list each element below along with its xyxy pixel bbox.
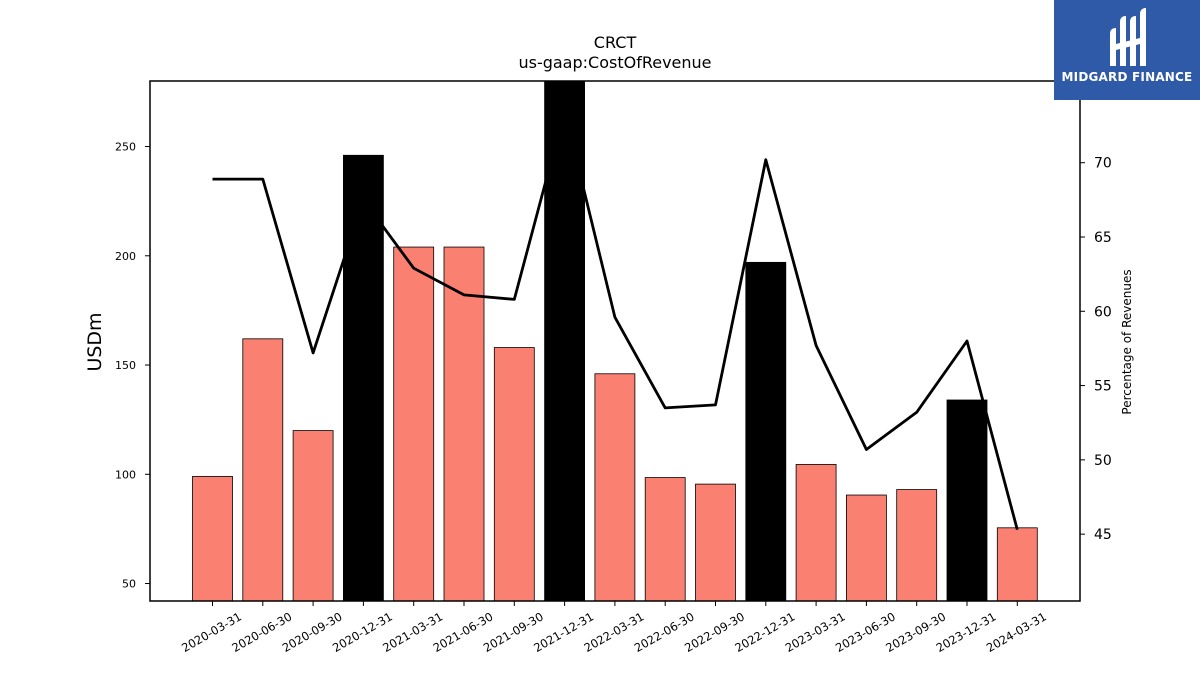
midgard-finance-logo: MIDGARD FINANCE [1054, 0, 1200, 100]
y2-axis-label: Percentage of Revenues [1120, 269, 1134, 414]
bar-2021-03-31 [393, 246, 435, 602]
logo-text: MIDGARD FINANCE [1061, 70, 1193, 84]
bar-2023-09-30 [896, 489, 938, 602]
bar-2020-03-31 [192, 476, 233, 602]
y-tick-label: 100 [115, 468, 136, 481]
y-tick-label: 200 [115, 250, 136, 263]
bar-2023-06-30 [846, 494, 887, 602]
y2-tick-label: 50 [1094, 453, 1112, 469]
y2-axis: 45 50 55 60 65 70 [1080, 156, 1112, 543]
y2-tick-label: 60 [1094, 304, 1112, 320]
y2-tick-label: 45 [1094, 527, 1112, 543]
bar-2021-09-30 [493, 347, 535, 602]
bar-2022-03-31 [594, 373, 636, 602]
y-tick-label: 50 [122, 578, 136, 591]
bar-2020-09-30 [292, 430, 334, 602]
pct-of-revenue-line [212, 109, 1019, 531]
bar-2022-06-30 [644, 477, 686, 602]
bar-2022-09-30 [695, 483, 736, 602]
pct-line-group [212, 109, 1019, 531]
y-axis: 50 100 150 200 250 [115, 141, 150, 591]
y-tick-label: 150 [115, 359, 136, 372]
bar-2023-12-31 [946, 399, 988, 602]
bar-2020-12-31 [342, 154, 384, 602]
chart-subtitle: us-gaap:CostOfRevenue [518, 53, 711, 72]
bar-2020-06-30 [242, 338, 284, 602]
bar-2023-03-31 [795, 464, 837, 602]
y2-tick-label: 70 [1094, 156, 1112, 172]
bars-group [192, 80, 1038, 602]
midgard-logo-icon [1110, 8, 1146, 66]
y-tick-label: 250 [115, 141, 136, 154]
bar-2022-12-31 [745, 261, 787, 602]
y-axis-label: USDm [84, 312, 106, 371]
chart-title: CRCT [594, 33, 637, 52]
bar-2024-03-31 [996, 527, 1038, 602]
y2-tick-label: 65 [1094, 230, 1112, 246]
x-axis: 2020-03-312020-06-302020-09-302020-12-31… [179, 601, 1049, 655]
bar-2021-06-30 [443, 246, 485, 602]
y2-tick-label: 55 [1094, 379, 1112, 395]
